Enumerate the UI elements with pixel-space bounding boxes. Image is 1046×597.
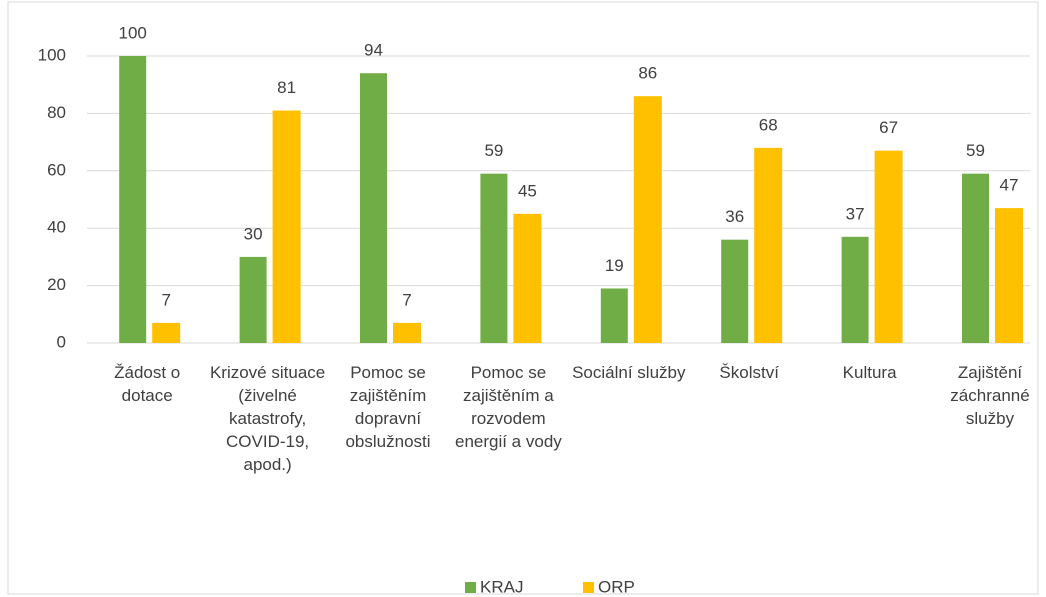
- value-label: 100: [119, 23, 147, 42]
- bar: [721, 239, 749, 343]
- value-label: 59: [966, 141, 985, 160]
- value-label: 81: [277, 78, 296, 97]
- bar: [874, 150, 903, 343]
- value-label: 86: [638, 64, 657, 83]
- y-tick-label: 40: [47, 218, 66, 237]
- chart-border: [7, 1, 1039, 595]
- x-tick-label: Školství: [719, 363, 779, 382]
- value-label: 7: [161, 290, 170, 309]
- x-tick-label: Krizové situace (živelné katastrofy, COV…: [209, 363, 326, 474]
- value-label: 36: [725, 207, 744, 226]
- value-label: 37: [846, 204, 865, 223]
- bar: [480, 173, 508, 343]
- bar: [239, 256, 267, 343]
- x-tick-label: Zajištění záchranné služby: [950, 363, 1030, 428]
- y-tick-label: 60: [47, 160, 66, 179]
- bar: [600, 288, 628, 343]
- value-label: 30: [244, 224, 263, 243]
- bar: [360, 73, 387, 343]
- y-tick-label: 0: [57, 332, 66, 351]
- value-label: 68: [759, 115, 778, 134]
- value-label: 59: [484, 141, 503, 160]
- bar: [513, 213, 542, 343]
- bar: [754, 147, 783, 343]
- bar: [633, 96, 662, 344]
- legend-label: KRAJ: [480, 577, 523, 596]
- value-label: 7: [402, 290, 411, 309]
- value-label: 45: [518, 181, 537, 200]
- bar: [962, 173, 989, 343]
- value-label: 67: [879, 118, 898, 137]
- legend-swatch: [583, 582, 594, 593]
- x-tick-label: Kultura: [842, 363, 897, 382]
- x-tick-label: Pomoc se zajištěním a rozvodem energií a…: [454, 363, 562, 451]
- legend-swatch: [465, 582, 476, 593]
- bar: [272, 110, 301, 343]
- bar: [152, 322, 181, 343]
- x-tick-label: Pomoc se zajištěním dopravní obslužnosti: [345, 363, 431, 451]
- bar: [119, 56, 147, 343]
- value-label: 94: [364, 41, 383, 60]
- bar: [995, 208, 1023, 343]
- y-tick-label: 80: [47, 103, 66, 122]
- y-tick-label: 100: [38, 45, 66, 64]
- y-tick-label: 20: [47, 275, 66, 294]
- value-label: 19: [605, 256, 624, 275]
- bar: [393, 322, 421, 343]
- x-tick-label: Žádost o dotace: [114, 363, 181, 405]
- legend-label: ORP: [598, 577, 635, 596]
- x-tick-label: Sociální služby: [572, 363, 686, 382]
- value-label: 47: [1000, 176, 1019, 195]
- bar: [841, 236, 869, 343]
